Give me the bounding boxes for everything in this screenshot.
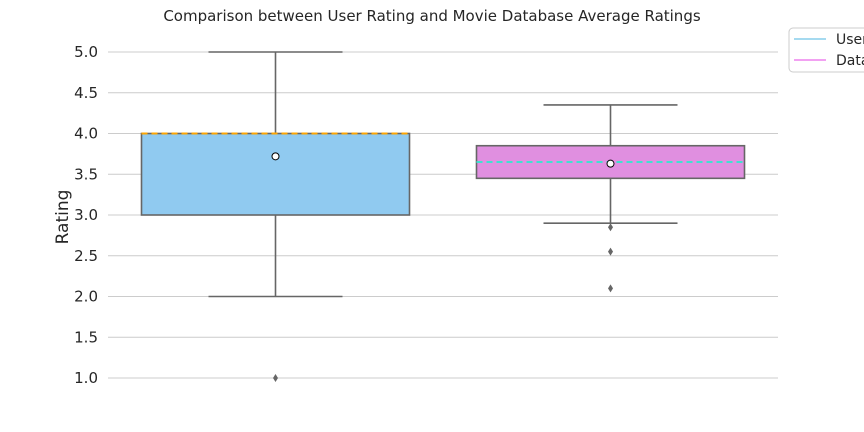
boxes	[140, 51, 746, 382]
box-group-2	[475, 104, 746, 293]
y-tick-label: 4.5	[74, 84, 98, 102]
mean-marker	[606, 159, 615, 168]
chart-title: Comparison between User Rating and Movie…	[163, 7, 701, 25]
outlier-point	[608, 223, 613, 232]
mean-marker	[271, 152, 280, 161]
iqr-box	[140, 132, 411, 216]
y-tick-label: 4.0	[74, 125, 98, 143]
y-tick-label: 1.5	[74, 328, 98, 346]
y-axis-label: Rating	[53, 190, 73, 245]
y-tick-label: 3.5	[74, 165, 98, 183]
y-tick-label: 3.0	[74, 206, 98, 224]
y-tick-label: 2.0	[74, 288, 98, 306]
outlier-point	[608, 247, 613, 256]
legend-label-data: Data	[836, 53, 864, 69]
y-tick-label: 2.5	[74, 247, 98, 265]
legend-label-user: User	[836, 32, 864, 48]
box-group-1	[140, 51, 411, 382]
y-tick-label: 5.0	[74, 43, 98, 61]
legend: User Data	[788, 27, 864, 73]
y-tick-label: 1.0	[74, 369, 98, 387]
y-tick-labels: 1.0 1.5 2.0 2.5 3.0 3.5 4.0 4.5 5.0	[74, 43, 98, 387]
outlier-point	[273, 374, 278, 382]
outlier-point	[608, 284, 613, 293]
